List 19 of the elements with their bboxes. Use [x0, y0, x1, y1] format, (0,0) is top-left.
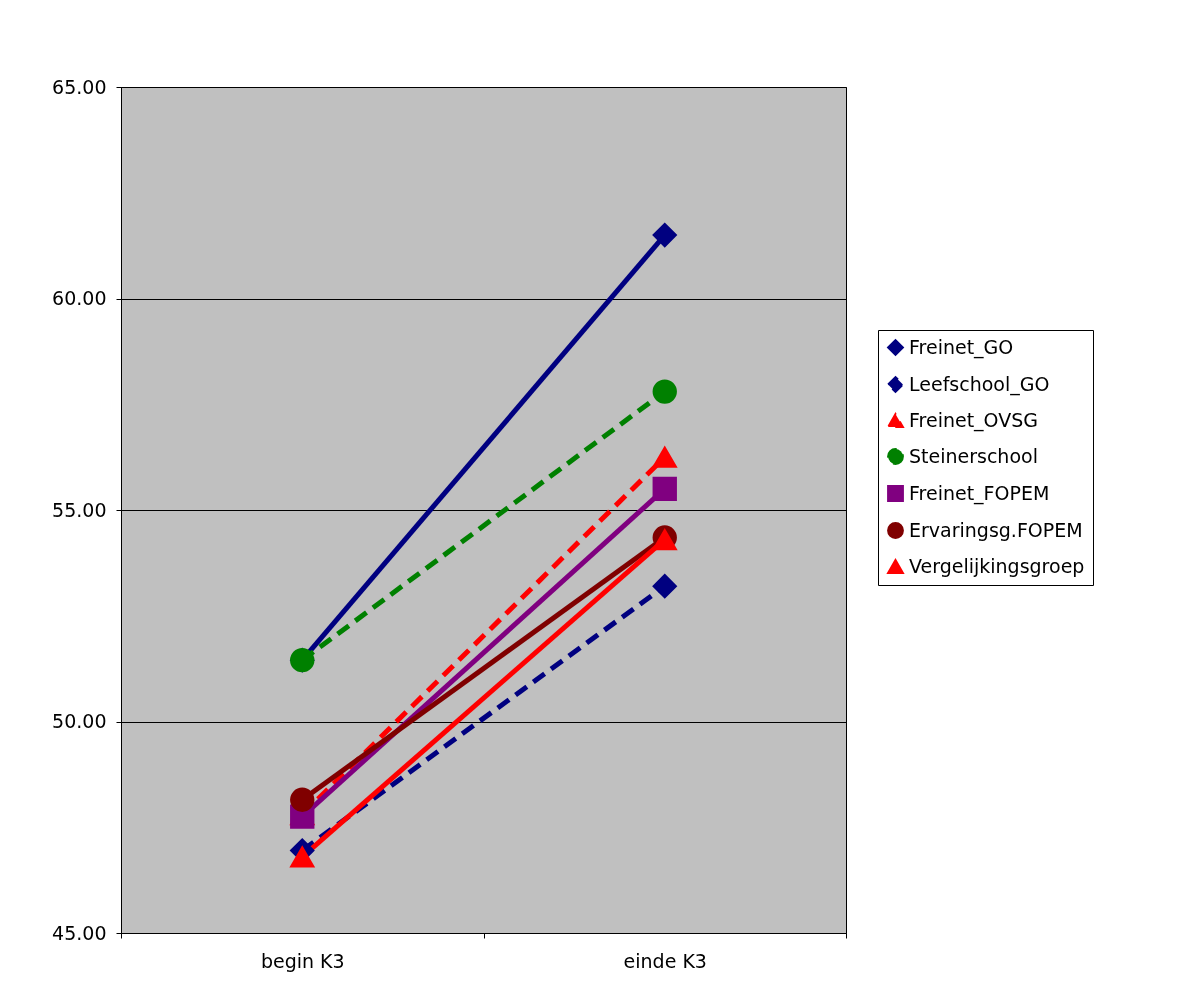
y-tick-label: 65.00: [52, 75, 107, 98]
point: [652, 573, 677, 599]
legend-label: Steinerschool: [909, 444, 1038, 467]
legend-label: Leefschool_GO: [909, 372, 1050, 396]
legend-label: Freinet_FOPEM: [909, 481, 1050, 505]
point: [652, 222, 677, 248]
y-tick-label: 50.00: [52, 710, 107, 732]
legend-label: Freinet_GO: [909, 335, 1014, 359]
legend-label: Ervaringsg.FOPEM: [909, 518, 1083, 541]
point: [290, 787, 315, 812]
y-tick-label: 60.00: [52, 287, 107, 309]
point: [652, 379, 677, 404]
point: [652, 476, 677, 502]
x-tick-label: einde K3: [623, 949, 707, 972]
legend-label: Vergelijkingsgroep: [909, 554, 1085, 577]
legend-label: Freinet_OVSG: [909, 408, 1038, 432]
x-tick-label: begin K3: [260, 949, 345, 972]
y-tick-label: 55.00: [52, 498, 107, 521]
y-tick-label: 45.00: [52, 921, 107, 944]
